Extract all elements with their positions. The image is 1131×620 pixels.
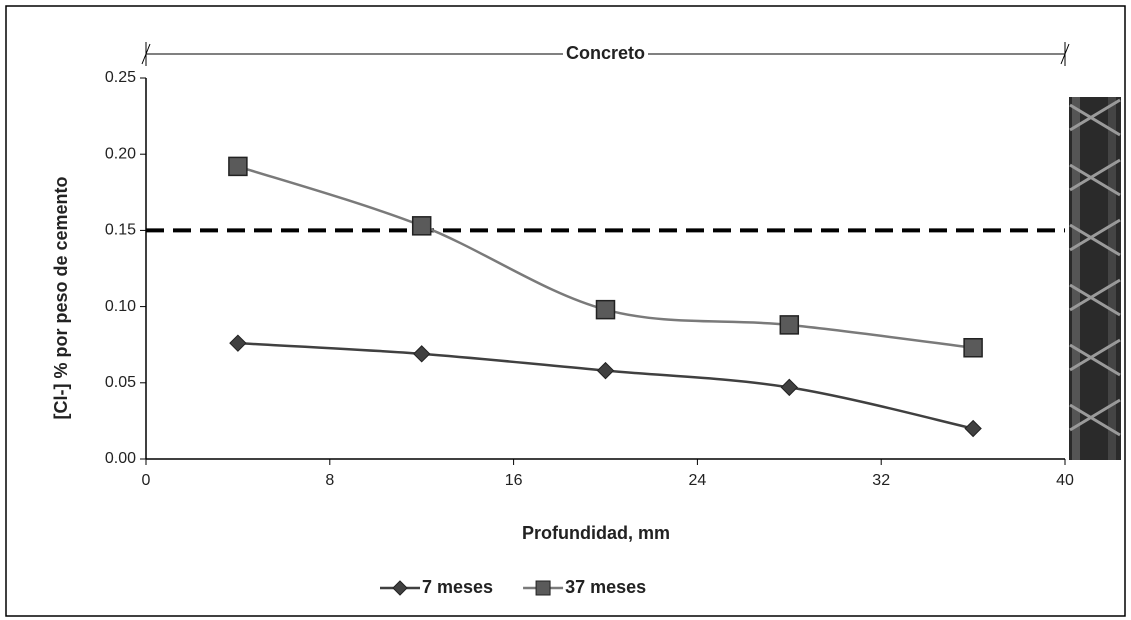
x-tick-label: 16: [505, 472, 523, 489]
legend-label: 7 meses: [422, 577, 493, 597]
annotation-bg: [562, 42, 649, 63]
legend-label: 37 meses: [565, 577, 646, 597]
y-axis-label: [Cl-] % por peso de cemento: [51, 176, 71, 419]
frame: [5, 5, 1126, 617]
y-tick-label: 0.05: [105, 374, 136, 391]
marker: [595, 299, 616, 320]
marker: [229, 334, 247, 352]
y-tick-label: 0.00: [105, 450, 136, 467]
annotation: Concreto: [566, 43, 645, 63]
y-tick-label: 0.25: [105, 69, 136, 86]
marker: [411, 216, 432, 236]
x-tick-label: 8: [325, 472, 334, 489]
x-tick-label: 40: [1056, 472, 1074, 489]
legend-marker: [535, 580, 551, 596]
x-axis-label: Profundidad, mm: [522, 523, 670, 543]
marker: [963, 337, 983, 358]
y-tick-label: 0.10: [105, 298, 136, 315]
x-tick-label: 24: [689, 472, 707, 489]
y-tick-label: 0.20: [105, 145, 136, 162]
y-tick-label: 0.15: [105, 222, 136, 239]
x-tick-label: 0: [142, 472, 151, 489]
marker: [779, 315, 800, 335]
x-tick-label: 32: [872, 472, 890, 489]
marker: [780, 378, 799, 397]
marker: [228, 156, 248, 177]
marker: [964, 419, 982, 438]
rebar: [1069, 97, 1121, 460]
legend-marker: [392, 580, 408, 596]
marker: [596, 361, 615, 380]
marker: [412, 345, 431, 363]
dimension-end: [141, 42, 1070, 66]
